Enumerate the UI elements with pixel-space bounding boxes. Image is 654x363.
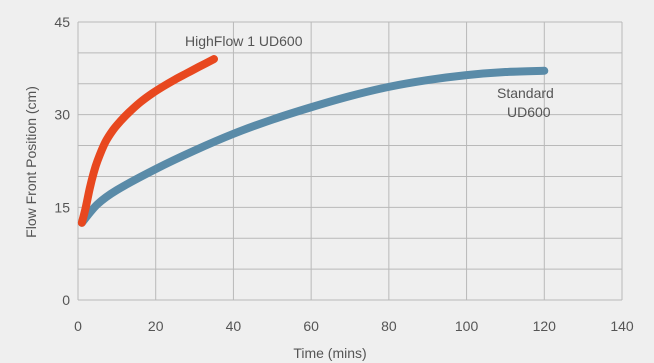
x-tick-label: 80 xyxy=(381,318,397,334)
x-tick-label: 20 xyxy=(148,318,164,334)
y-axis-label: Flow Front Position (cm) xyxy=(23,86,39,238)
x-tick-label: 100 xyxy=(455,318,479,334)
x-tick-label: 0 xyxy=(74,318,82,334)
grid xyxy=(77,21,623,301)
y-tick-label: 45 xyxy=(54,14,70,30)
series-line-standard-ud600 xyxy=(77,66,549,227)
series-lines xyxy=(77,55,549,227)
x-tick-label: 140 xyxy=(610,318,634,334)
standard-label-line2: UD600 xyxy=(507,104,551,120)
x-tick-label: 40 xyxy=(226,318,242,334)
tick-labels: 0 20 40 60 80 100 120 140 0 15 30 45 xyxy=(54,14,633,334)
y-tick-label: 30 xyxy=(54,107,70,123)
highflow-label: HighFlow 1 UD600 xyxy=(185,33,303,49)
series-line-highflow-1-ud600 xyxy=(77,55,218,227)
x-axis-label: Time (mins) xyxy=(293,345,366,361)
x-tick-label: 60 xyxy=(303,318,319,334)
y-tick-label: 15 xyxy=(54,199,70,215)
standard-label-line1: Standard xyxy=(497,85,554,101)
y-tick-label: 0 xyxy=(62,292,70,308)
x-tick-label: 120 xyxy=(533,318,557,334)
